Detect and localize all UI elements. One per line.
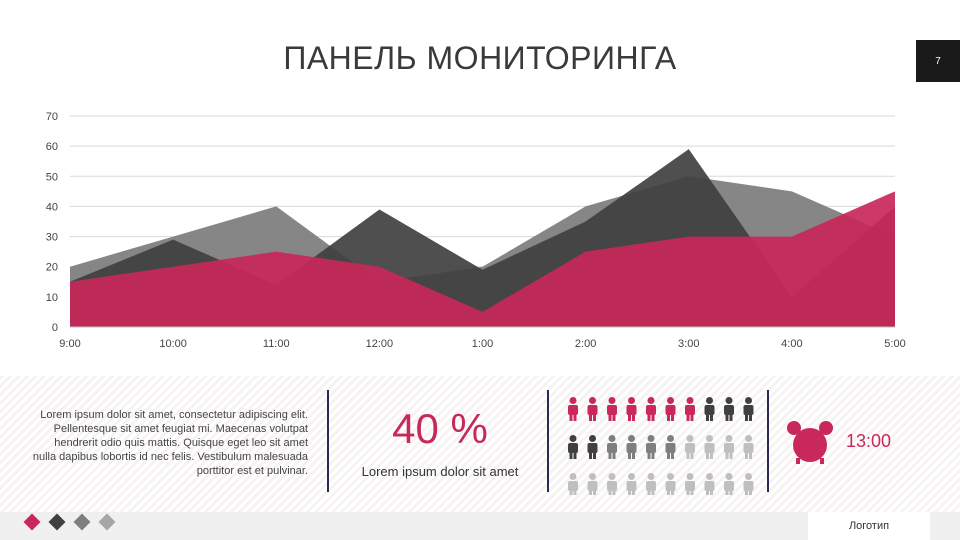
series-area-3 (70, 191, 895, 327)
person-icon (587, 435, 598, 459)
y-tick-label: 20 (46, 262, 58, 274)
person-icon (587, 473, 598, 495)
person-icon (646, 435, 656, 459)
page-title: ПАНЕЛЬ МОНИТОРИНГА (283, 40, 677, 76)
person-icon (685, 397, 695, 421)
person-icon (743, 435, 754, 459)
x-tick-label: 9:00 (59, 338, 80, 350)
person-icon (665, 397, 676, 421)
person-icon (704, 397, 715, 421)
x-tick-label: 3:00 (678, 338, 699, 350)
y-tick-label: 0 (52, 322, 58, 334)
y-tick-label: 50 (46, 171, 58, 183)
person-icon (665, 473, 676, 495)
y-tick-label: 70 (46, 111, 58, 123)
person-icon (626, 435, 637, 459)
divider-middle (547, 390, 549, 492)
person-icon (587, 397, 598, 421)
person-icon (646, 397, 656, 421)
alarm-clock-icon (787, 421, 833, 464)
person-icon (607, 435, 617, 459)
person-icon (724, 473, 734, 495)
x-tick-label: 11:00 (263, 338, 290, 350)
person-icon (704, 435, 715, 459)
person-icon (743, 397, 754, 421)
y-tick-label: 40 (46, 201, 58, 213)
divider-right (767, 390, 769, 492)
y-tick-label: 30 (46, 232, 58, 244)
person-icon (568, 435, 578, 459)
x-tick-label: 4:00 (781, 338, 802, 350)
person-icon (626, 397, 637, 421)
x-tick-label: 1:00 (472, 338, 493, 350)
person-icon (743, 473, 754, 495)
person-icon (626, 473, 637, 495)
person-icon (665, 435, 676, 459)
x-tick-label: 5:00 (884, 338, 905, 350)
percent-caption: Lorem ipsum dolor sit amet (361, 464, 519, 479)
logo-label: Логотип (808, 512, 930, 540)
divider-left (327, 390, 329, 492)
person-icon (685, 473, 695, 495)
y-tick-label: 10 (46, 292, 58, 304)
page-number: 7 (916, 40, 960, 82)
y-tick-label: 60 (46, 141, 58, 153)
person-icon (568, 397, 578, 421)
percent-value: 40 % (392, 405, 488, 452)
person-icon (704, 473, 715, 495)
person-icon (646, 473, 656, 495)
people-grid (568, 397, 754, 495)
x-tick-label: 10:00 (159, 338, 187, 350)
person-icon (724, 435, 734, 459)
x-tick-label: 2:00 (575, 338, 596, 350)
person-icon (568, 473, 578, 495)
person-icon (607, 397, 617, 421)
time-value: 13:00 (846, 431, 892, 451)
person-icon (724, 397, 734, 421)
person-icon (607, 473, 617, 495)
footer-bar (0, 512, 960, 540)
area-chart: 0 10 20 30 40 50 60 70 9:00 10:00 11:00 12:00 1:00 2:… (46, 111, 906, 350)
lorem-text: Lorem ipsum dolor sit amet, consectetur … (32, 409, 308, 477)
x-tick-label: 12:00 (366, 338, 394, 350)
person-icon (685, 435, 695, 459)
